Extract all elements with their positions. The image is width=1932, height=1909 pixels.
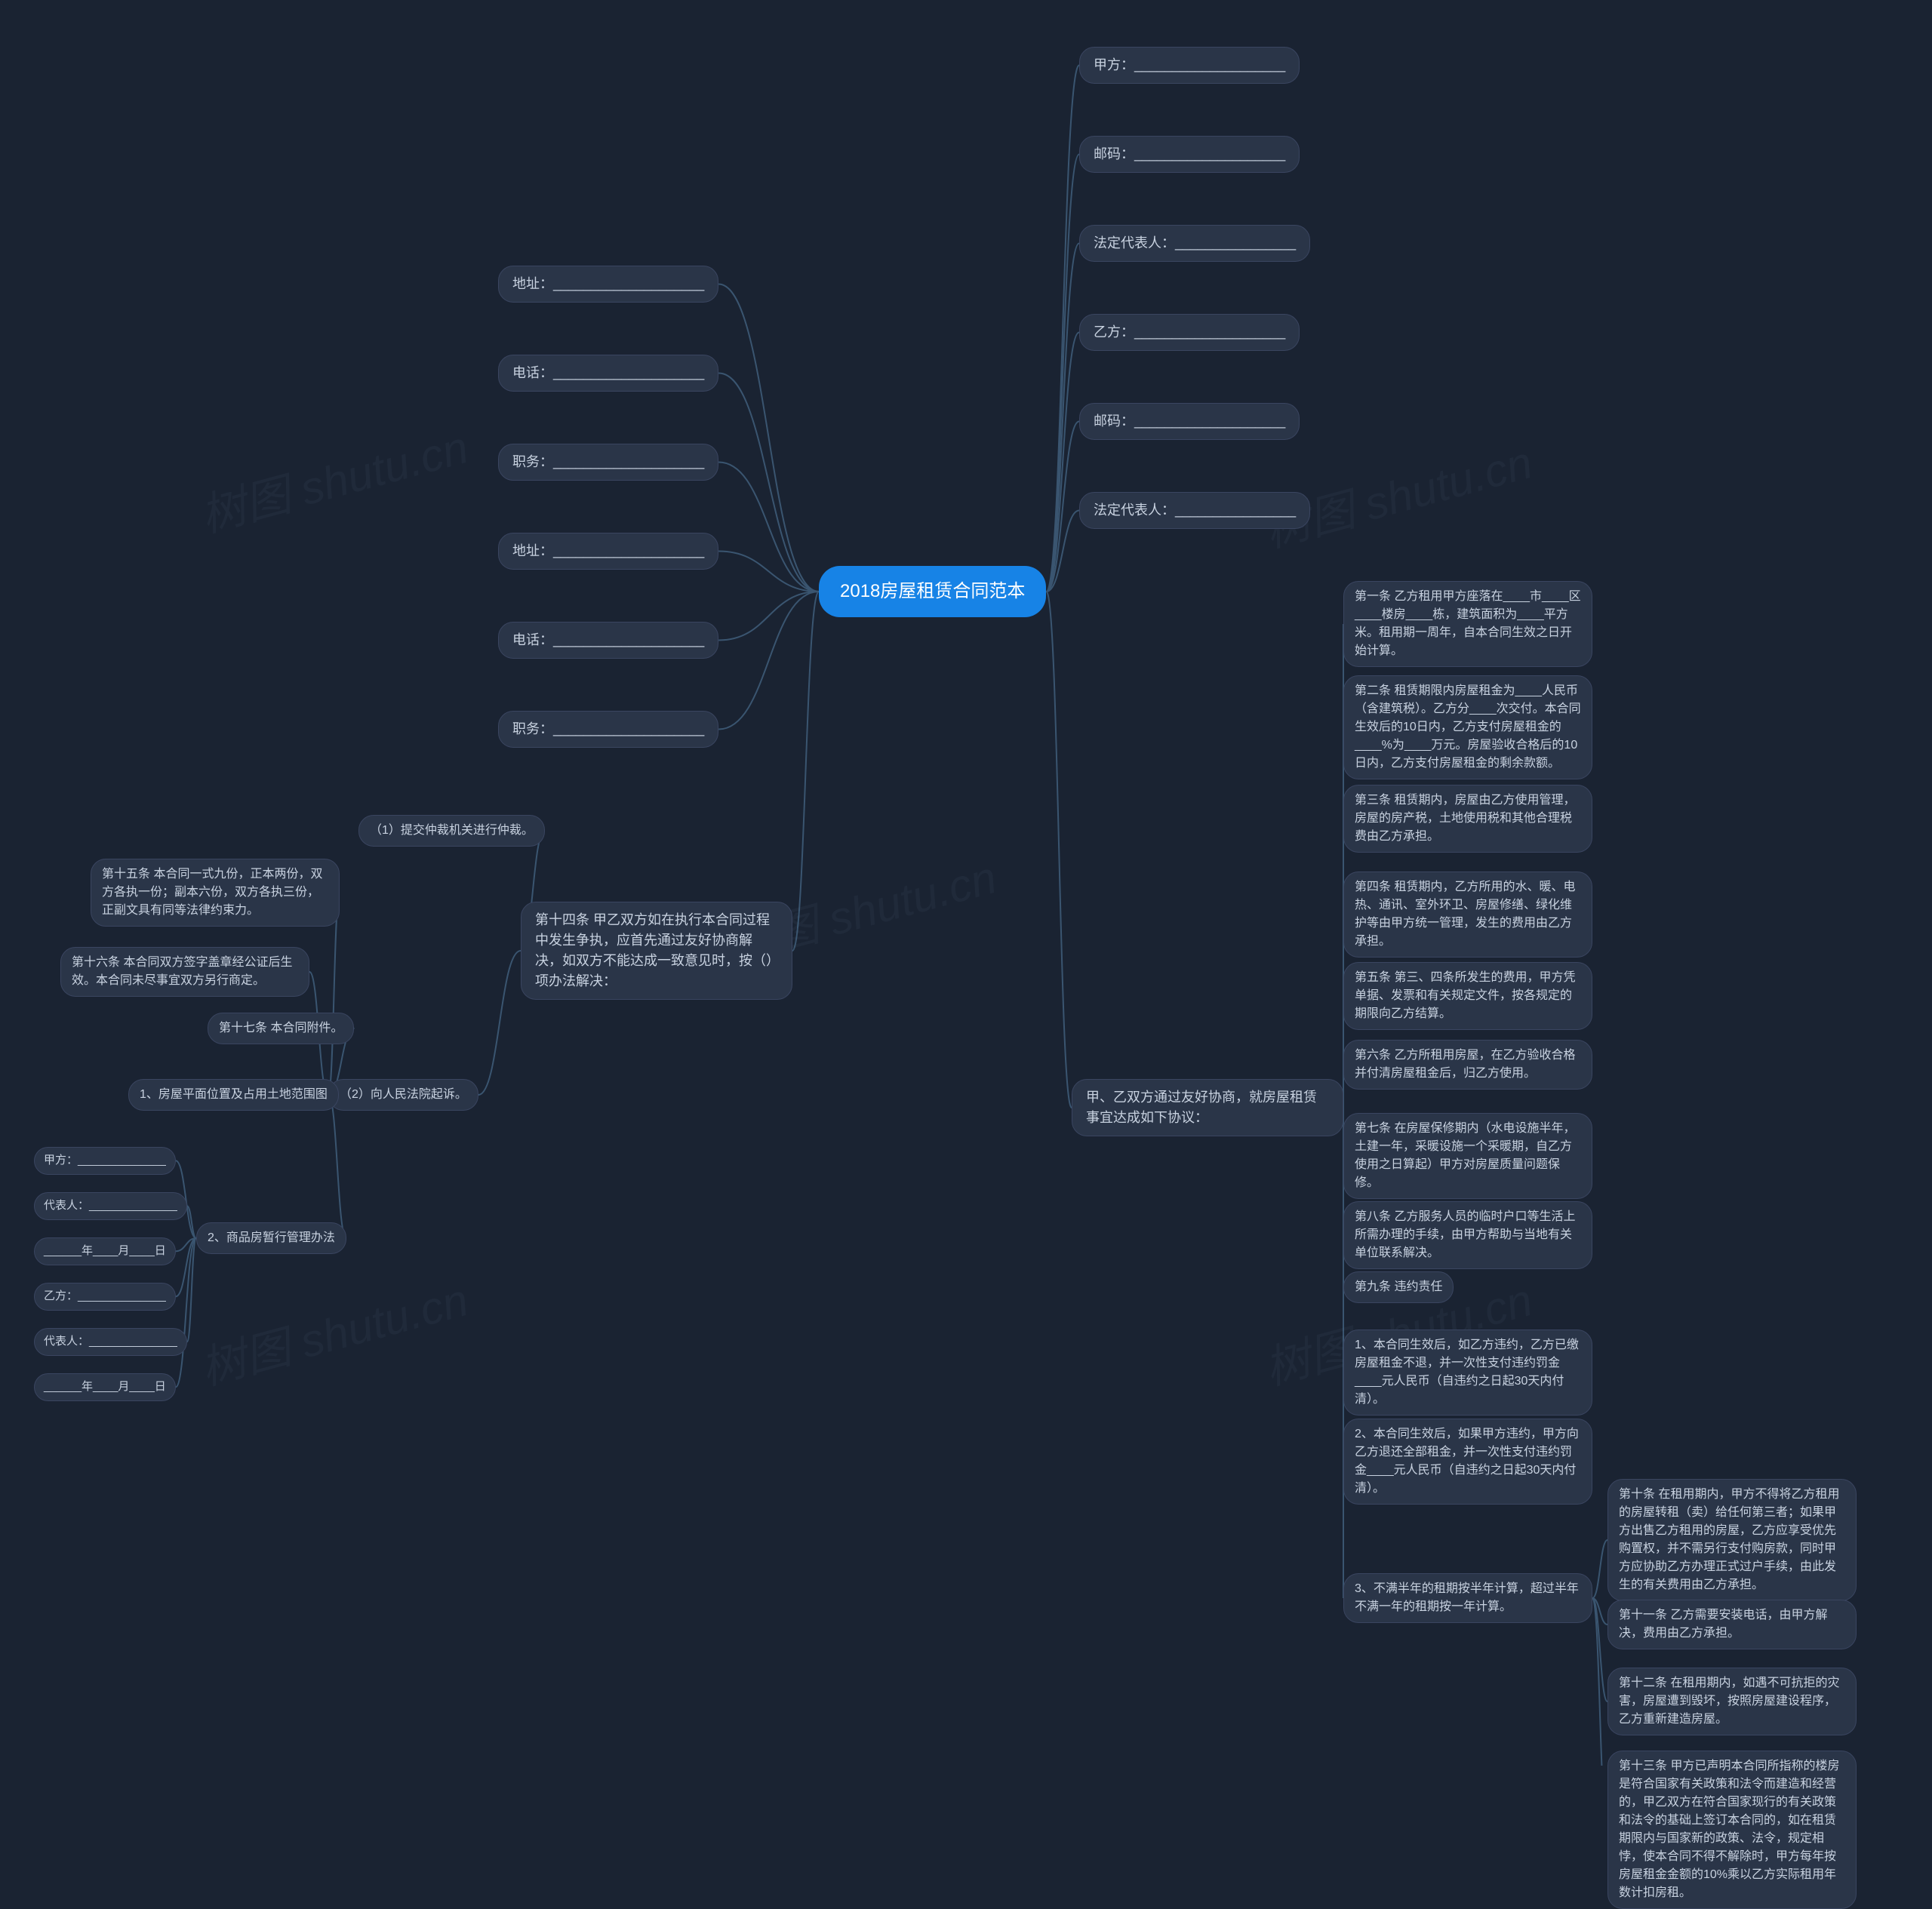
clause-11-sub-0[interactable]: 第十条 在租用期内，甲方不得将乙方租用的房屋转租（卖）给任何第三者；如果甲方出售… bbox=[1607, 1479, 1857, 1601]
clause-9[interactable]: 1、本合同生效后，如乙方违约，乙方已缴房屋租金不退，并一次性支付违约罚金____… bbox=[1343, 1330, 1592, 1416]
signature-3[interactable]: 乙方：______________ bbox=[34, 1283, 176, 1311]
clause-2[interactable]: 第三条 租赁期内，房屋由乙方使用管理，房屋的房产税，土地使用税和其他合理税费由乙… bbox=[1343, 785, 1592, 853]
clause-1[interactable]: 第二条 租赁期限内房屋租金为____人民币（含建筑税）。乙方分____次交付。本… bbox=[1343, 675, 1592, 779]
art14-opt1[interactable]: （1）提交仲裁机关进行仲裁。 bbox=[358, 815, 545, 847]
clause-5[interactable]: 第六条 乙方所租用房屋，在乙方验收合格并付清房屋租金后，归乙方使用。 bbox=[1343, 1040, 1592, 1090]
art14-sub-0[interactable]: 第十五条 本合同一式九份，正本两份，双方各执一份；副本六份，双方各执三份，正副文… bbox=[91, 859, 340, 927]
right-field[interactable]: 甲方：____________________ bbox=[1079, 47, 1300, 84]
right-field[interactable]: 邮码：____________________ bbox=[1079, 136, 1300, 173]
right-field[interactable]: 法定代表人：________________ bbox=[1079, 225, 1310, 262]
clause-10[interactable]: 2、本合同生效后，如果甲方违约，甲方向乙方退还全部租金，并一次性支付违约罚金__… bbox=[1343, 1419, 1592, 1505]
left-field[interactable]: 地址：____________________ bbox=[498, 533, 718, 570]
article-14[interactable]: 第十四条 甲乙双方如在执行本合同过程中发生争执，应首先通过友好协商解决，如双方不… bbox=[521, 902, 792, 1000]
agreement-node[interactable]: 甲、乙双方通过友好协商，就房屋租赁事宜达成如下协议： bbox=[1072, 1079, 1343, 1136]
left-field[interactable]: 电话：____________________ bbox=[498, 355, 718, 392]
left-field[interactable]: 电话：____________________ bbox=[498, 622, 718, 659]
signature-2[interactable]: ______年____月____日 bbox=[34, 1237, 176, 1265]
clause-6[interactable]: 第七条 在房屋保修期内（水电设施半年，土建一年，采暖设施一个采暖期，自乙方使用之… bbox=[1343, 1113, 1592, 1199]
clause-8[interactable]: 第九条 违约责任 bbox=[1343, 1271, 1454, 1303]
clause-11-sub-2[interactable]: 第十二条 在租用期内，如遇不可抗拒的灾害，房屋遭到毁坏，按照房屋建设程序，乙方重… bbox=[1607, 1668, 1857, 1735]
clause-3[interactable]: 第四条 租赁期内，乙方所用的水、暖、电热、通讯、室外环卫、房屋修缮、绿化维护等由… bbox=[1343, 872, 1592, 958]
clause-11[interactable]: 3、不满半年的租期按半年计算，超过半年不满一年的租期按一年计算。 bbox=[1343, 1573, 1592, 1623]
art14-sub-1[interactable]: 第十六条 本合同双方签字盖章经公证后生效。本合同未尽事宜双方另行商定。 bbox=[60, 947, 309, 997]
clause-11-sub-3[interactable]: 第十三条 甲方已声明本合同所指称的楼房是符合国家有关政策和法令而建造和经营的，甲… bbox=[1607, 1751, 1857, 1909]
signature-5[interactable]: ______年____月____日 bbox=[34, 1373, 176, 1401]
clause-11-sub-1[interactable]: 第十一条 乙方需要安装电话，由甲方解决，费用由乙方承担。 bbox=[1607, 1600, 1857, 1649]
right-field[interactable]: 邮码：____________________ bbox=[1079, 403, 1300, 440]
art14-sub-4[interactable]: 2、商品房暂行管理办法 bbox=[196, 1222, 346, 1254]
clause-4[interactable]: 第五条 第三、四条所发生的费用，甲方凭单据、发票和有关规定文件，按各规定的期限向… bbox=[1343, 962, 1592, 1030]
right-field[interactable]: 乙方：____________________ bbox=[1079, 314, 1300, 351]
watermark: 树图 shutu.cn bbox=[192, 410, 475, 545]
left-field[interactable]: 职务：____________________ bbox=[498, 444, 718, 481]
signature-1[interactable]: 代表人：______________ bbox=[34, 1192, 187, 1220]
watermark: 树图 shutu.cn bbox=[192, 1263, 475, 1397]
clause-7[interactable]: 第八条 乙方服务人员的临时户口等生活上所需办理的手续，由甲方帮助与当地有关单位联… bbox=[1343, 1201, 1592, 1269]
clause-0[interactable]: 第一条 乙方租用甲方座落在____市____区____楼房____栋，建筑面积为… bbox=[1343, 581, 1592, 667]
left-field[interactable]: 职务：____________________ bbox=[498, 711, 718, 748]
signature-4[interactable]: 代表人：______________ bbox=[34, 1328, 187, 1356]
root-node[interactable]: 2018房屋租赁合同范本 bbox=[819, 566, 1046, 617]
left-field[interactable]: 地址：____________________ bbox=[498, 266, 718, 303]
art14-opt2[interactable]: （2）向人民法院起诉。 bbox=[328, 1079, 478, 1111]
right-field[interactable]: 法定代表人：________________ bbox=[1079, 492, 1310, 529]
art14-sub-3[interactable]: 1、房屋平面位置及占用土地范围图 bbox=[128, 1079, 339, 1111]
signature-0[interactable]: 甲方：______________ bbox=[34, 1147, 176, 1175]
art14-sub-2[interactable]: 第十七条 本合同附件。 bbox=[208, 1013, 354, 1044]
